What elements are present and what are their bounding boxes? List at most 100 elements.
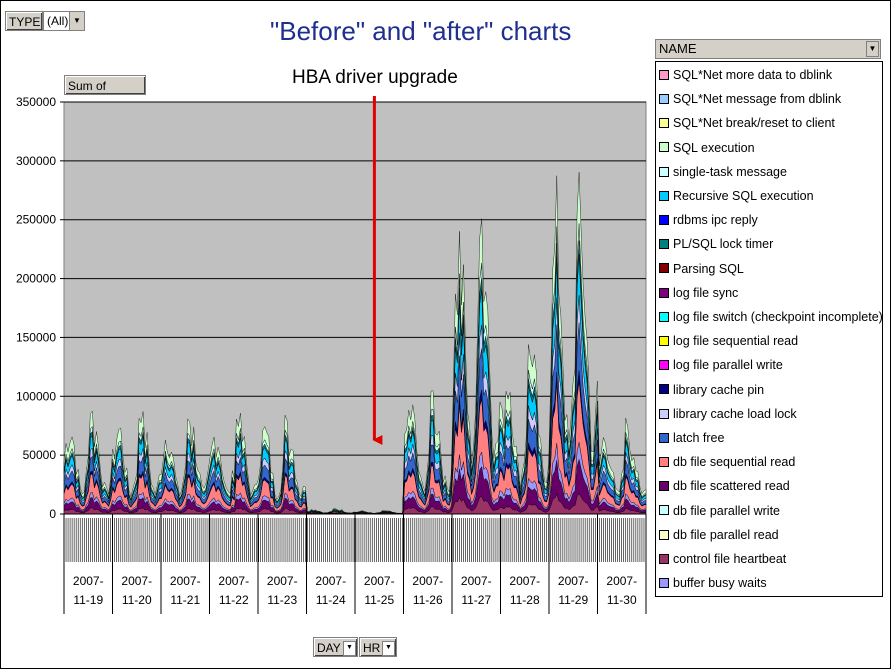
- hr-field-button[interactable]: HR ▼: [359, 637, 397, 657]
- chevron-down-icon[interactable]: ▼: [343, 641, 356, 656]
- axes: 0 50000 100000 150000 200000 250000 300000 3500…: [16, 95, 647, 614]
- legend-swatch: [659, 214, 669, 225]
- name-filter-label: NAME: [659, 41, 697, 56]
- legend-swatch: [659, 360, 669, 371]
- legend-label: control file heartbeat: [673, 552, 787, 566]
- x-tick-label: 11-20: [122, 593, 152, 607]
- x-tick-label: 2007-: [121, 574, 152, 588]
- y-tick-label: 350000: [16, 95, 56, 109]
- legend-swatch: [659, 481, 669, 492]
- annotation-label: HBA driver upgrade: [292, 67, 458, 88]
- x-tick-label: 2007-: [267, 574, 298, 588]
- legend-swatch: [659, 311, 669, 322]
- x-tick-label: 11-23: [267, 593, 297, 607]
- legend-item: db file sequential read: [659, 453, 795, 471]
- x-tick-label: 11-26: [413, 593, 443, 607]
- legend-item: library cache pin: [659, 381, 764, 399]
- legend-item: PL/SQL lock timer: [659, 235, 773, 253]
- legend-label: db file parallel write: [673, 503, 780, 518]
- legend-label: SQL*Net break/reset to client: [673, 116, 835, 131]
- legend-item: log file parallel write: [659, 356, 783, 374]
- legend-item: SQL*Net message from dblink: [659, 90, 841, 108]
- legend-item: SQL*Net break/reset to client: [659, 114, 835, 132]
- legend-swatch: [659, 505, 669, 516]
- legend-swatch: [659, 166, 669, 177]
- legend-item: db file parallel write: [659, 502, 780, 520]
- y-tick-label: 50000: [23, 448, 57, 462]
- legend-item: rdbms ipc reply: [659, 211, 758, 229]
- x-tick-label: 11-22: [219, 593, 249, 607]
- legend-label: library cache pin: [673, 382, 765, 397]
- legend-label: rdbms ipc reply: [673, 213, 758, 228]
- x-tick-label: 2007-: [558, 574, 589, 588]
- x-tick-label: 11-30: [607, 593, 637, 607]
- x-tick-label: 2007-: [412, 574, 443, 588]
- legend-label: Parsing SQL: [673, 261, 744, 276]
- legend-item: log file switch (checkpoint incomplete): [659, 308, 883, 326]
- legend-swatch: [659, 142, 669, 153]
- legend-label: log file parallel write: [673, 358, 783, 373]
- legend-label: log file sequential read: [673, 334, 799, 349]
- legend-swatch: [659, 553, 669, 564]
- x-tick-label: 2007-: [218, 574, 249, 588]
- legend-swatch: [659, 118, 669, 129]
- legend-item: db file parallel read: [659, 526, 779, 544]
- legend-item: SQL execution: [659, 139, 755, 157]
- legend-item: Parsing SQL: [659, 260, 744, 278]
- legend-item: SQL*Net more data to dblink: [659, 66, 832, 84]
- legend-swatch: [659, 577, 669, 588]
- legend-item: Recursive SQL execution: [659, 187, 814, 205]
- x-tick-label: 2007-: [509, 574, 540, 588]
- x-tick-label: 11-27: [461, 593, 491, 607]
- legend-swatch: [659, 529, 669, 540]
- legend-swatch: [659, 93, 669, 104]
- legend-item: latch free: [659, 429, 724, 447]
- gridlines: [64, 101, 646, 456]
- x-tick-label: 2007-: [461, 574, 492, 588]
- legend-swatch: [659, 432, 669, 443]
- legend-label: SQL*Net more data to dblink: [673, 68, 833, 82]
- day-field-button[interactable]: DAY ▼: [313, 637, 358, 657]
- legend-label: log file sync: [673, 285, 739, 300]
- chevron-down-icon[interactable]: ▼: [866, 41, 879, 57]
- legend-label: db file sequential read: [673, 455, 796, 470]
- legend-label: db file scattered read: [673, 479, 790, 494]
- type-filter-dropdown[interactable]: (All) ▼: [43, 11, 85, 31]
- x-tick-label: 2007-: [364, 574, 395, 588]
- legend-swatch: [659, 456, 669, 467]
- legend-label: library cache load lock: [673, 406, 797, 421]
- type-filter-button[interactable]: TYPE: [5, 11, 43, 31]
- x-tick-label: 2007-: [606, 574, 637, 588]
- x-tick-label: 11-25: [364, 593, 394, 607]
- name-filter-dropdown[interactable]: NAME ▼: [655, 39, 881, 59]
- x-tick-label: 2007-: [315, 574, 346, 588]
- x-tick-label: 11-29: [558, 593, 588, 607]
- legend-label: buffer busy waits: [673, 576, 767, 591]
- legend-label: db file parallel read: [673, 527, 779, 542]
- legend-swatch: [659, 239, 669, 250]
- legend-item: buffer busy waits: [659, 574, 767, 592]
- chevron-down-icon[interactable]: ▼: [69, 12, 84, 30]
- legend-label: SQL*Net message from dblink: [673, 92, 842, 107]
- x-tick-label: 11-28: [510, 593, 540, 607]
- chevron-down-icon[interactable]: ▼: [382, 641, 395, 656]
- legend-label: PL/SQL lock timer: [673, 237, 774, 252]
- legend: SQL*Net more data to dblink SQL*Net messa…: [655, 61, 883, 597]
- legend-swatch: [659, 408, 669, 419]
- x-tick-label: 11-21: [170, 593, 200, 607]
- legend-swatch: [659, 335, 669, 346]
- legend-label: log file switch (checkpoint incomplete): [673, 310, 883, 324]
- type-filter-value: (All): [47, 14, 69, 28]
- x-tick-label: 2007-: [170, 574, 201, 588]
- legend-label: single-task message: [673, 164, 787, 179]
- x-tick-label: 2007-: [73, 574, 104, 588]
- legend-label: SQL execution: [673, 140, 755, 155]
- y-tick-label: 150000: [16, 330, 56, 344]
- legend-item: log file sync: [659, 284, 738, 302]
- legend-swatch: [659, 69, 669, 80]
- legend-item: library cache load lock: [659, 405, 797, 423]
- y-tick-label: 100000: [16, 389, 56, 403]
- legend-label: latch free: [673, 431, 725, 445]
- legend-label: Recursive SQL execution: [673, 189, 814, 203]
